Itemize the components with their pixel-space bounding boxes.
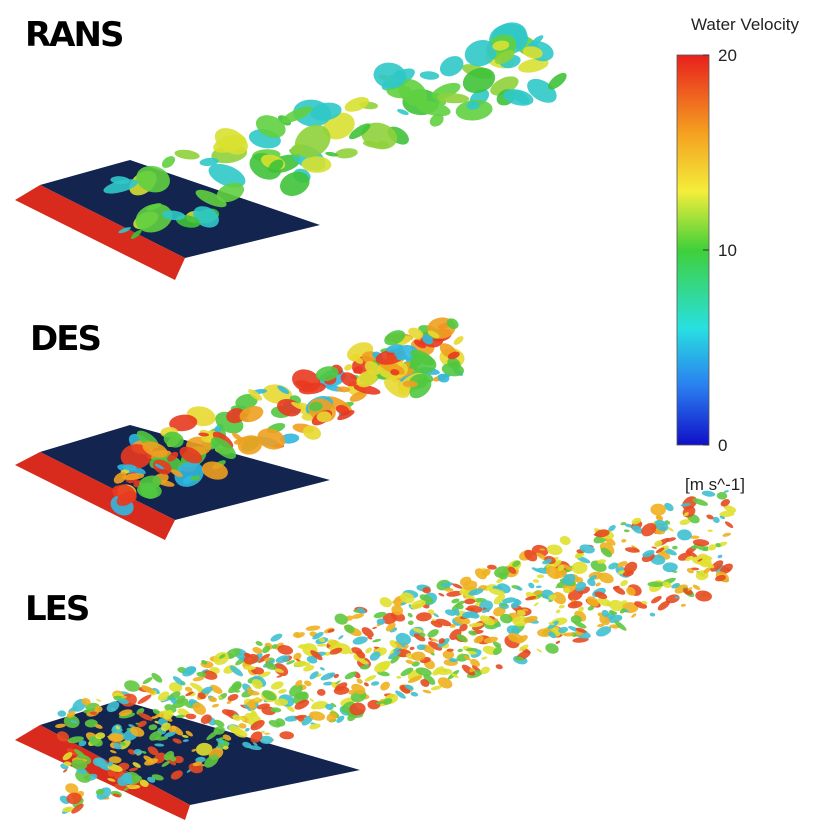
colorbar-tick-label: 0 [718, 436, 727, 455]
vortex-blob [426, 627, 440, 639]
vortex-blob [717, 554, 723, 559]
vortex-blob [544, 642, 560, 656]
vortex-blob [372, 626, 377, 629]
vortex-blob [452, 334, 465, 346]
vortex-blob [378, 595, 394, 609]
vortex-blob [372, 638, 381, 643]
vortex-blob [371, 681, 380, 687]
vortex-blob [527, 581, 535, 589]
vortex-blob [533, 602, 539, 607]
vortex-blob [279, 731, 294, 740]
vortex-blob [96, 698, 102, 702]
colorbar-tick-label: 20 [718, 46, 737, 65]
vortex-blob [123, 679, 141, 694]
vortex-blob [335, 147, 359, 159]
vortex-blob [278, 688, 288, 694]
vortex-blob [356, 678, 364, 685]
vortex-blob [481, 656, 487, 660]
vortex-blob [352, 635, 369, 646]
vortex-blob [410, 691, 419, 697]
vortex-blob [631, 613, 638, 619]
colorbar-tick-label: 10 [718, 241, 737, 260]
vortex-blob [174, 148, 200, 161]
vortex-blob [333, 612, 350, 627]
vortex-blob [546, 543, 563, 556]
vortex-blob [649, 612, 655, 617]
vortex-blob [724, 520, 734, 529]
vortex-blob [274, 699, 288, 706]
vortex-blob [555, 609, 561, 614]
vortex-blob [595, 581, 602, 587]
vortex-blob [707, 529, 713, 532]
vortex-blob [243, 666, 256, 670]
vortex-blob [692, 583, 701, 591]
vortex-blob [363, 682, 369, 688]
vortex-blob [559, 535, 572, 547]
vortex-blob [495, 664, 503, 670]
panel-label: RANS [25, 15, 122, 55]
vortex-blob [695, 590, 713, 603]
vortex-blob [536, 648, 542, 653]
vortex-blob [343, 94, 371, 115]
vortex-blob [555, 640, 561, 645]
vortex-blob [417, 644, 426, 650]
figure: RANS DES LES Water Velocity [m s^-1] 0 10… [0, 0, 827, 825]
vortex-blob [621, 539, 627, 544]
vortex-blob [338, 634, 344, 640]
vortex-blob [407, 612, 414, 618]
vortex-blob [624, 529, 630, 532]
vortex-blob [533, 579, 540, 584]
vortex-blob [438, 592, 445, 597]
panel-label: LES [25, 589, 88, 629]
vortex-blob [255, 640, 263, 647]
vortex-blob [650, 503, 666, 515]
vortex-blob [536, 585, 542, 588]
vortex-blob [457, 649, 463, 653]
vortex-blob [672, 546, 678, 550]
vortex-blob [571, 561, 587, 574]
vortex-blob [160, 154, 178, 171]
vortex-blob [677, 529, 693, 541]
vortex-blob [650, 595, 663, 605]
vortex-blob [408, 620, 414, 625]
vortex-blob [142, 676, 154, 686]
vortex-blob [422, 689, 432, 694]
vortex-blob [317, 644, 327, 647]
colorbar-unit: [m s^-1] [685, 475, 745, 494]
colorbar-title: Water Velocity [691, 15, 800, 34]
panel-label: DES [30, 319, 100, 359]
vortex-blob [212, 703, 220, 708]
vortex-blob [317, 689, 326, 697]
vortex-blob [325, 151, 338, 157]
vortex-blob [625, 546, 640, 553]
vortex-blob [343, 363, 353, 372]
flow-scene [15, 18, 737, 820]
vortex-blob [681, 603, 687, 607]
vortex-blob [364, 646, 373, 654]
vortex-blob [305, 625, 320, 632]
vortex-blob [436, 52, 467, 80]
vortex-blob [136, 693, 152, 706]
vortex-blob [269, 632, 283, 643]
vortex-blob [57, 710, 66, 717]
vortex-blob [309, 698, 314, 703]
vortex-blob [419, 71, 439, 81]
vortex-blob [319, 666, 325, 671]
vortex-blob [619, 579, 629, 588]
vortex-blob [379, 680, 392, 693]
vortex-blob [264, 733, 270, 735]
vortex-blob [409, 647, 414, 651]
vortex-blob [722, 532, 731, 538]
vortex-blob [558, 604, 565, 609]
vortex-blob [396, 676, 401, 679]
vortex-blob [537, 574, 544, 578]
